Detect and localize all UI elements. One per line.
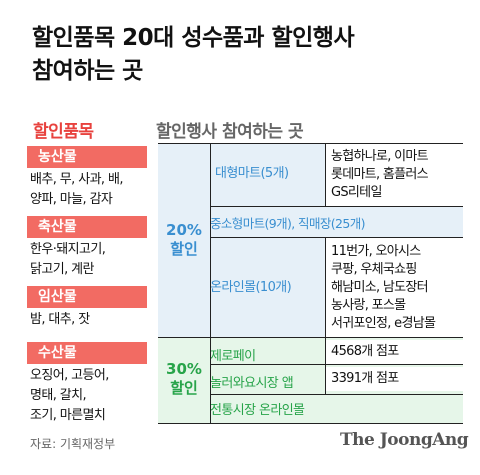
store-line: 서귀포인정, e경남몰 [331, 316, 436, 331]
divider-row [210, 237, 463, 238]
market-app-store-box [325, 367, 463, 391]
row-online-mall: 온라인몰(10개) [210, 280, 292, 295]
title-line-2: 참여하는 곳 [32, 58, 143, 84]
divider-percent [210, 143, 211, 423]
discount-30-percent: 30% [166, 360, 202, 378]
source-note: 자료: 기획재정부 [30, 437, 116, 451]
divider-row [210, 394, 463, 395]
discount-20-label: 20% 할인 [158, 221, 210, 259]
divider-large-mart [325, 143, 326, 206]
title-line-1: 할인품목 20대 성수품과 할인행사 [32, 25, 355, 51]
divider-top [158, 143, 463, 144]
item-line: 밤, 대추, 잣 [30, 312, 90, 327]
category-label-livestock: 축산물 [27, 216, 147, 238]
large-mart-store-box [325, 143, 463, 206]
discount-30-label: 30% 할인 [158, 360, 210, 398]
divider-row [210, 206, 463, 207]
category-label-marine: 수산물 [27, 342, 147, 364]
row-small-mart: 중소형마트(9개), 직매장(25개) [210, 216, 366, 231]
store-line: 농협하나로, 이마트 [331, 149, 429, 164]
store-line: 롯데마트, 홈플러스 [331, 167, 429, 182]
category-items-livestock: 한우·돼지고기, 닭고기, 계란 [30, 240, 155, 280]
discount-20-percent: 20% [166, 221, 202, 239]
zeropay-stores: 4568개 점포 [331, 344, 399, 359]
category-items-agricultural: 배추, 무, 사과, 배, 양파, 마늘, 감자 [30, 170, 155, 210]
category-label-agricultural: 농산물 [27, 146, 147, 168]
discount-30-text: 할인 [170, 379, 198, 397]
item-line: 명태, 갈치, [30, 388, 87, 403]
store-line: 쿠팡, 우체국쇼핑 [331, 262, 417, 277]
row-market-app: 놀러와요시장 앱 [210, 376, 294, 391]
zeropay-store-box [325, 340, 463, 364]
online-mall-store-box [325, 237, 463, 337]
online-mall-stores: 11번가, 오아시스 쿠팡, 우체국쇼핑 해남미소, 남도장터 농사랑, 포스몰… [331, 243, 436, 333]
store-line: 11번가, 오아시스 [331, 244, 421, 259]
item-line: 오징어, 고등어, [30, 368, 109, 383]
divider-row [210, 364, 463, 365]
divider-30 [325, 337, 326, 394]
item-line: 양파, 마늘, 감자 [30, 192, 113, 207]
store-line: 농사랑, 포스몰 [331, 298, 406, 313]
row-large-mart: 대형마트(5개) [215, 166, 289, 181]
store-line: 해남미소, 남도장터 [331, 280, 429, 295]
divider-bottom [158, 423, 463, 424]
discount-items-heading: 할인품목 [33, 122, 94, 142]
item-line: 배추, 무, 사과, 배, [30, 172, 123, 187]
item-line: 닭고기, 계란 [30, 262, 94, 277]
discount-20-text: 할인 [170, 240, 198, 258]
store-line: GS리테일 [331, 185, 382, 200]
item-line: 한우·돼지고기, [30, 242, 106, 257]
market-app-stores: 3391개 점포 [331, 371, 399, 386]
publisher-logo: The JoongAng [340, 430, 469, 450]
item-line: 조기, 마른멸치 [30, 408, 106, 423]
category-label-forest: 임산물 [27, 286, 147, 308]
page-title: 할인품목 20대 성수품과 할인행사 참여하는 곳 [32, 22, 462, 88]
large-mart-stores: 농협하나로, 이마트 롯데마트, 홈플러스 GS리테일 [331, 148, 429, 202]
row-traditional-market-online: 전통시장 온라인몰 [210, 403, 305, 418]
category-items-forest: 밤, 대추, 잣 [30, 310, 155, 330]
row-zeropay: 제로페이 [210, 349, 256, 364]
divider-section [158, 337, 463, 338]
divider-online-mall [325, 237, 326, 337]
category-items-marine: 오징어, 고등어, 명태, 갈치, 조기, 마른멸치 [30, 366, 155, 426]
participants-heading: 할인행사 참여하는 곳 [156, 122, 304, 142]
